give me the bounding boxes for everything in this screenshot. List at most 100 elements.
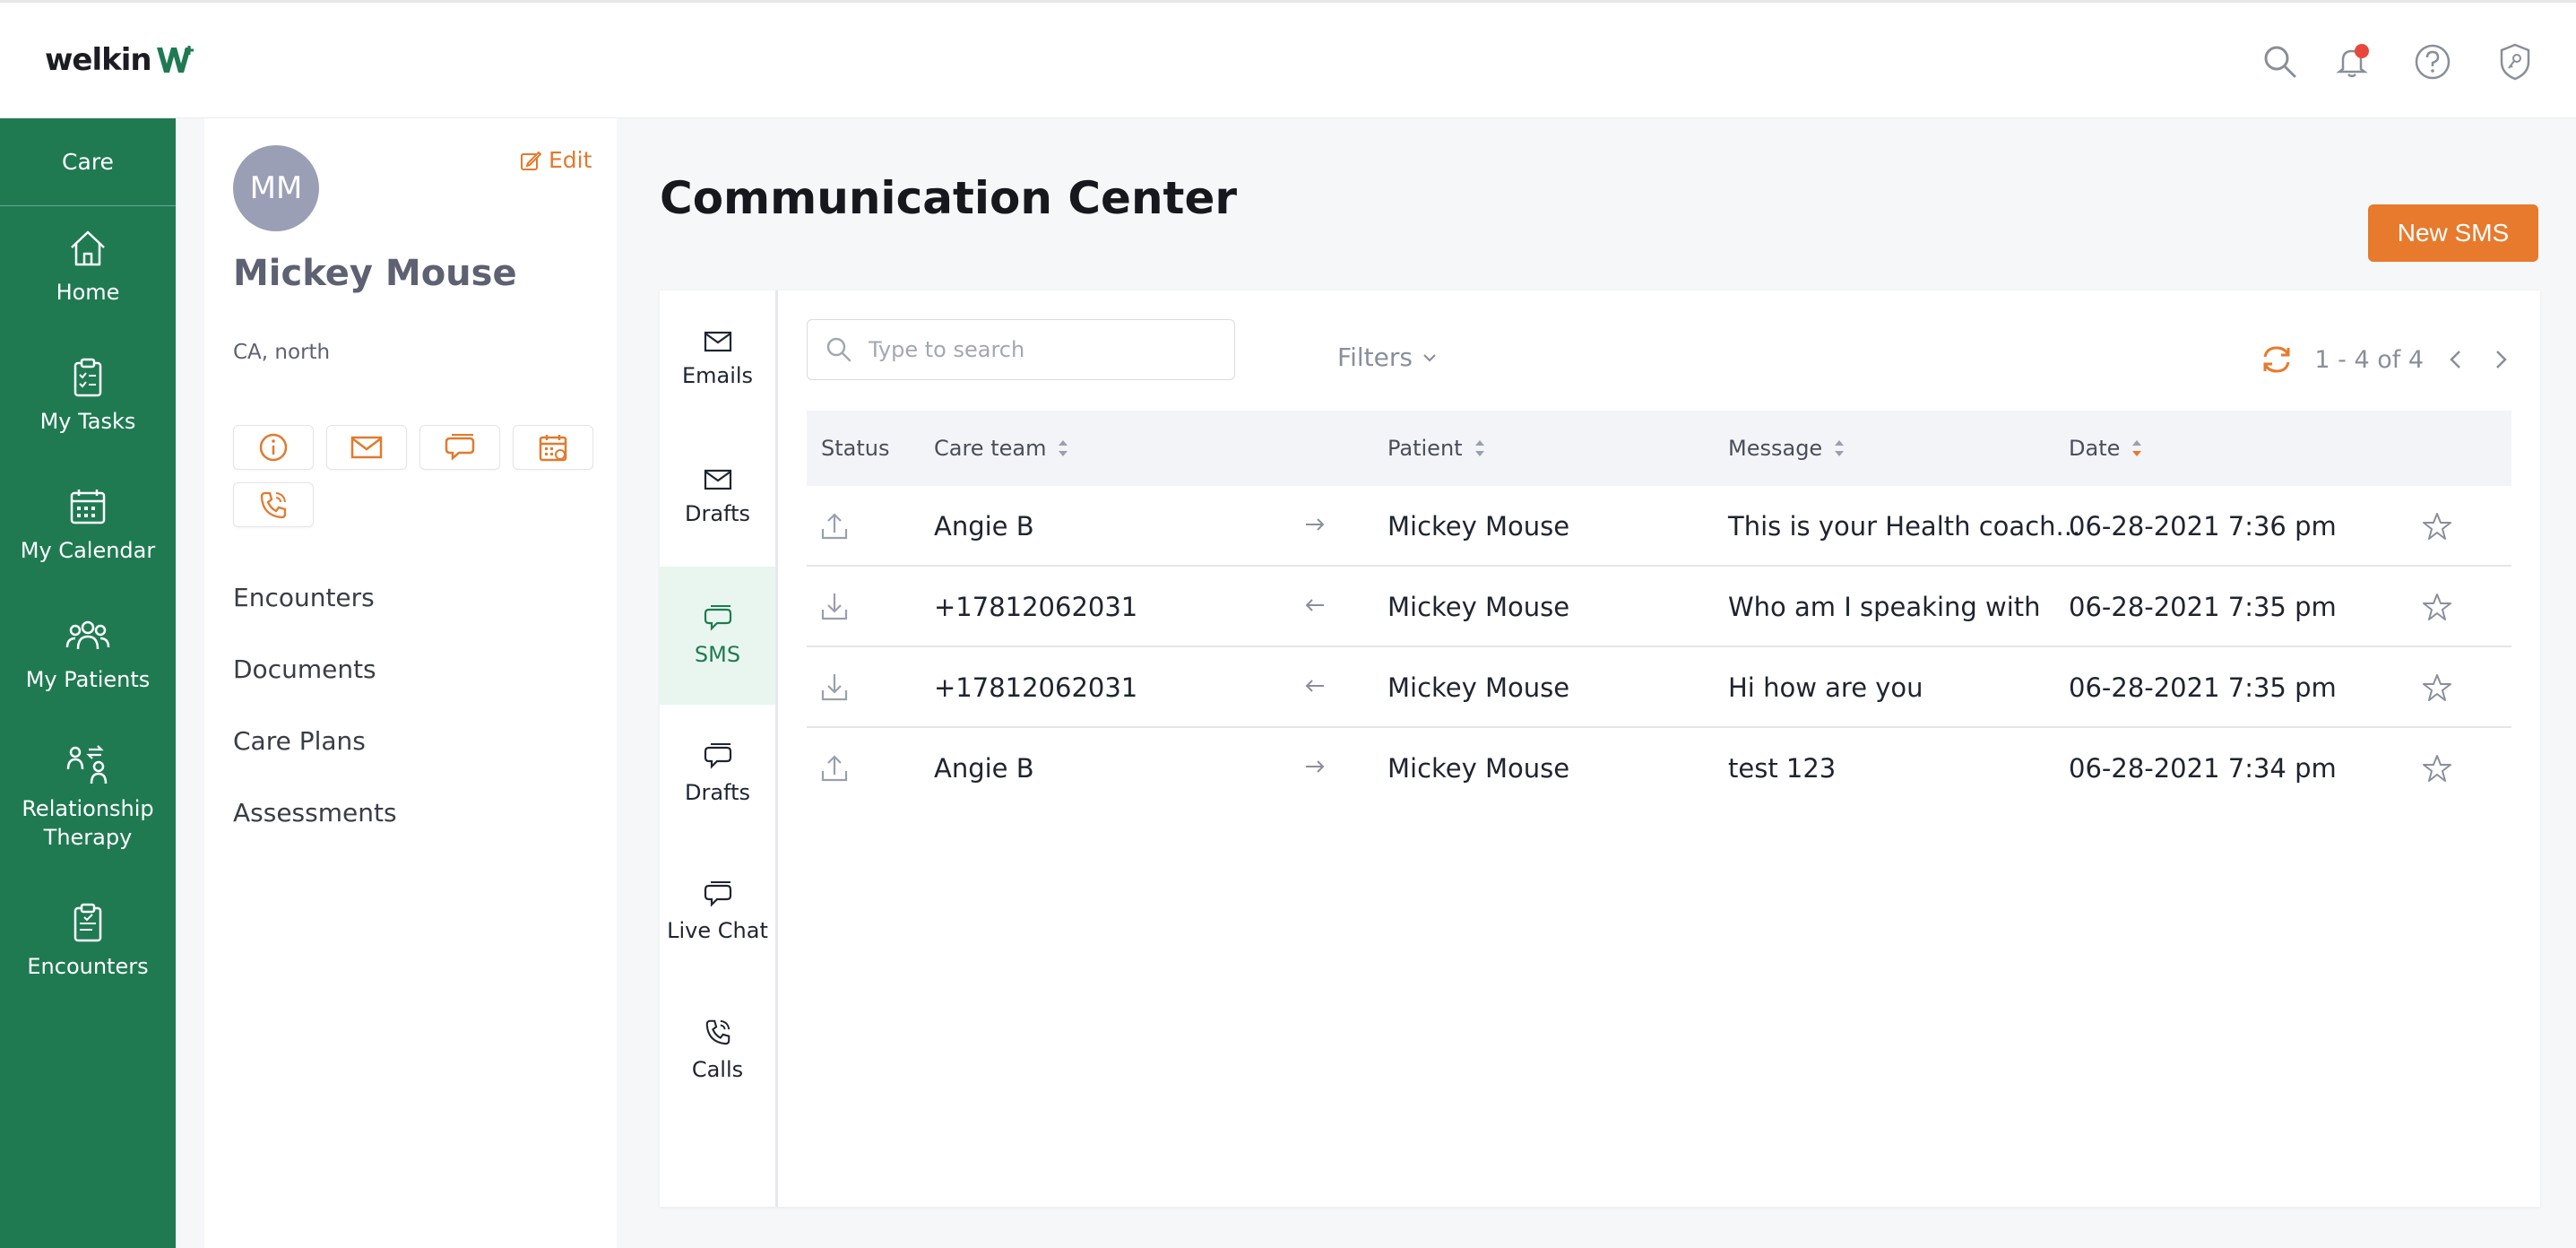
filters-dropdown[interactable]: Filters (1337, 342, 1438, 372)
patient-location: CA, north (233, 341, 331, 364)
column-date[interactable]: Date (2069, 436, 2143, 461)
care-team-cell: Angie B (934, 753, 1034, 784)
sidebar-item-encounters[interactable]: Encounters (0, 902, 176, 981)
sidebar-item-label: My Patients (25, 667, 151, 692)
refresh-icon[interactable] (2259, 342, 2295, 377)
patient-name: Mickey Mouse (233, 253, 517, 294)
tab-sms-drafts[interactable]: Drafts (660, 705, 775, 843)
sidebar-nav: Care Home My Tasks My Calendar My Patien… (0, 118, 176, 1248)
filters-label: Filters (1337, 342, 1413, 372)
chevron-left-icon[interactable] (2443, 347, 2468, 372)
live-chat-icon (704, 881, 731, 907)
tab-label: SMS (694, 642, 741, 667)
sidebar-item-label: Relationship Therapy (22, 796, 154, 850)
patient-cell: Mickey Mouse (1387, 511, 1570, 542)
help-icon[interactable] (2413, 42, 2452, 82)
message-cell: This is your Health coach... (1728, 511, 2081, 542)
column-label: Status (821, 436, 890, 461)
patient-link-encounters[interactable]: Encounters (233, 583, 375, 612)
chevron-right-icon[interactable] (2488, 347, 2513, 372)
arrow-left-icon (1303, 672, 1327, 706)
column-label: Care team (934, 436, 1047, 461)
tab-label: Calls (691, 1057, 744, 1082)
care-team-cell: +17812062031 (934, 672, 1138, 703)
sidebar-item-my-calendar[interactable]: My Calendar (0, 486, 176, 565)
pagination: 1 - 4 of 4 (2259, 342, 2513, 377)
edit-patient-button[interactable]: Edit (520, 147, 592, 173)
column-label: Date (2069, 436, 2121, 461)
sidebar-item-relationship-therapy[interactable]: Relationship Therapy (0, 744, 176, 852)
communication-card: Emails Drafts SMS Drafts Live Chat Calls… (660, 290, 2540, 1207)
table-row[interactable]: Angie B Mickey Mouse test 123 06-28-2021… (807, 728, 2511, 809)
search-input[interactable] (869, 337, 1209, 362)
chat-icon (445, 434, 475, 461)
outgoing-status-icon (819, 751, 850, 790)
logo-text: welkin (45, 42, 152, 78)
patient-cell: Mickey Mouse (1387, 592, 1570, 622)
table-row[interactable]: +17812062031 Mickey Mouse Who am I speak… (807, 567, 2511, 647)
patient-link-documents[interactable]: Documents (233, 654, 376, 684)
search-box[interactable] (807, 319, 1235, 380)
star-icon[interactable] (2422, 753, 2452, 790)
calendar-icon (70, 490, 106, 524)
date-cell: 06-28-2021 7:35 pm (2069, 672, 2337, 703)
tab-label: Live Chat (667, 918, 768, 943)
column-label: Message (1728, 436, 1823, 461)
star-icon[interactable] (2422, 672, 2452, 709)
tab-label: Drafts (685, 501, 750, 526)
arrow-left-icon (1303, 592, 1327, 625)
pagination-label: 1 - 4 of 4 (2314, 345, 2424, 374)
search-icon (826, 337, 851, 362)
incoming-status-icon (819, 590, 850, 628)
column-care-team[interactable]: Care team (934, 436, 1069, 461)
sidebar-section-care[interactable]: Care (0, 118, 176, 206)
sort-desc-icon (2131, 438, 2143, 458)
column-message[interactable]: Message (1728, 436, 1846, 461)
patient-info-button[interactable] (233, 425, 314, 470)
sidebar-item-my-patients[interactable]: My Patients (0, 615, 176, 694)
date-cell: 06-28-2021 7:34 pm (2069, 753, 2337, 784)
patient-link-care-plans[interactable]: Care Plans (233, 726, 366, 756)
patient-link-assessments[interactable]: Assessments (233, 798, 397, 828)
tab-sms[interactable]: SMS (660, 567, 775, 705)
column-label: Patient (1387, 436, 1463, 461)
sidebar-item-label: Encounters (27, 954, 149, 979)
sidebar-item-home[interactable]: Home (0, 228, 176, 307)
patient-email-button[interactable] (326, 425, 407, 470)
sidebar-item-label: Home (56, 280, 120, 305)
table-row[interactable]: +17812062031 Mickey Mouse Hi how are you… (807, 647, 2511, 728)
tab-label: Emails (681, 363, 754, 388)
date-cell: 06-28-2021 7:36 pm (2069, 511, 2337, 542)
logo-mark-icon (156, 46, 194, 73)
patient-schedule-button[interactable] (513, 425, 593, 470)
notification-bell-icon[interactable] (2332, 42, 2372, 82)
encounter-icon (73, 903, 102, 942)
new-sms-button[interactable]: New SMS (2368, 204, 2538, 262)
tab-email-drafts[interactable]: Drafts (660, 429, 775, 567)
chevron-down-icon (1423, 353, 1436, 362)
info-icon (259, 433, 288, 462)
tab-label: Drafts (685, 780, 750, 805)
mail-icon (704, 331, 731, 352)
table-row[interactable]: Angie B Mickey Mouse This is your Health… (807, 486, 2511, 567)
sidebar-item-my-tasks[interactable]: My Tasks (0, 357, 176, 436)
mail-icon (350, 436, 383, 459)
patient-sms-button[interactable] (419, 425, 500, 470)
tab-emails[interactable]: Emails (660, 290, 775, 429)
patient-call-button[interactable] (233, 482, 314, 527)
tab-calls[interactable]: Calls (660, 981, 775, 1119)
tab-live-chat[interactable]: Live Chat (660, 843, 775, 981)
sidebar-item-label: My Tasks (39, 409, 136, 434)
search-icon[interactable] (2260, 42, 2300, 82)
security-shield-icon[interactable] (2495, 42, 2535, 82)
column-status: Status (821, 436, 889, 461)
chat-draft-icon (704, 743, 731, 769)
welkin-logo[interactable]: welkin (45, 42, 196, 78)
star-icon[interactable] (2422, 511, 2452, 548)
star-icon[interactable] (2422, 592, 2452, 628)
care-team-cell: +17812062031 (934, 592, 1138, 622)
column-patient[interactable]: Patient (1387, 436, 1486, 461)
sidebar-item-label: My Calendar (20, 538, 156, 563)
message-cell: test 123 (1728, 753, 1837, 784)
people-icon (65, 620, 110, 650)
